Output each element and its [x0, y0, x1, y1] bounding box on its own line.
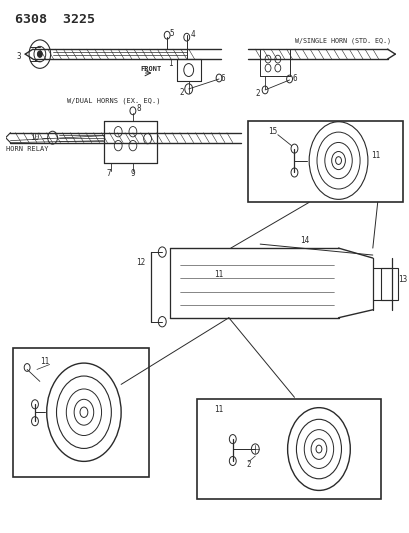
Text: 8: 8	[136, 104, 141, 114]
Text: 12: 12	[136, 257, 145, 266]
Text: W/DUAL HORNS (EX. EQ.): W/DUAL HORNS (EX. EQ.)	[66, 98, 160, 104]
Text: 11: 11	[370, 151, 380, 160]
Text: 6: 6	[292, 75, 296, 84]
Text: 3: 3	[16, 52, 20, 61]
Text: 11: 11	[214, 270, 223, 279]
Text: 2: 2	[255, 90, 260, 99]
Text: 13: 13	[398, 276, 407, 285]
Text: 7: 7	[106, 169, 110, 178]
Bar	[248, 121, 402, 203]
Text: HORN RELAY: HORN RELAY	[6, 146, 48, 151]
Bar	[380, 268, 397, 300]
Text: 14: 14	[299, 236, 308, 245]
Text: 2: 2	[179, 88, 184, 98]
Text: 2: 2	[245, 461, 250, 470]
Text: 10: 10	[30, 133, 40, 142]
Text: 15: 15	[267, 127, 277, 136]
Bar	[196, 399, 380, 499]
Text: 6: 6	[220, 75, 225, 84]
Circle shape	[37, 51, 42, 58]
Text: 9: 9	[130, 169, 135, 178]
Text: W/SINGLE HORN (STD. EQ.): W/SINGLE HORN (STD. EQ.)	[295, 38, 391, 44]
Bar	[13, 348, 148, 477]
Text: 11: 11	[214, 405, 223, 414]
Text: 1: 1	[167, 59, 172, 68]
Text: 4: 4	[190, 30, 194, 39]
Text: 6308  3225: 6308 3225	[16, 13, 95, 26]
Text: FRONT: FRONT	[139, 66, 161, 72]
Text: 11: 11	[40, 357, 49, 366]
Text: 5: 5	[169, 29, 174, 38]
